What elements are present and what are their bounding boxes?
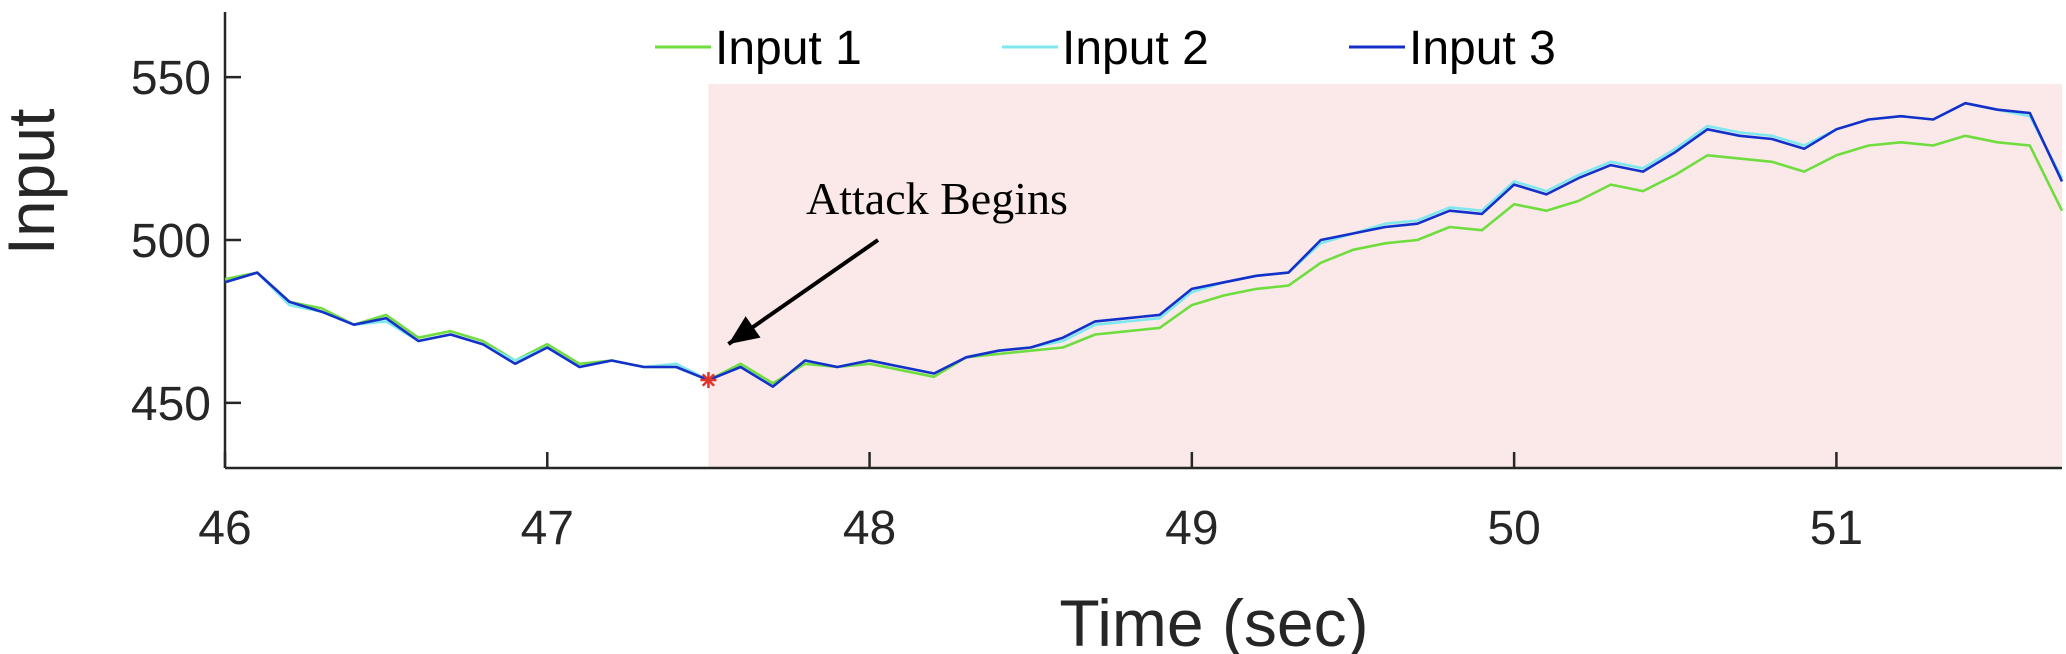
legend-label-input-3: Input 3 — [1409, 22, 1556, 75]
series-line-input-3 — [224, 101, 2064, 388]
x-tick-label: 51 — [1810, 502, 1863, 555]
tick-labels: 46 47 48 49 50 51 450 500 550 — [131, 52, 1863, 555]
y-tick-label: 450 — [131, 378, 211, 431]
x-tick-label: 48 — [843, 502, 896, 555]
y-tick-label: 550 — [131, 52, 211, 105]
series-line-input-2 — [224, 101, 2064, 388]
series-line-input-1 — [224, 134, 2064, 385]
x-tick-label: 47 — [521, 502, 574, 555]
legend-label-input-2: Input 2 — [1062, 22, 1209, 75]
axes — [223, 12, 2062, 470]
attack-region-layer — [708, 84, 2062, 468]
y-tick-label: 500 — [131, 215, 211, 268]
legend-label-input-1: Input 1 — [715, 22, 862, 75]
attack-region — [708, 84, 2062, 468]
annotation-layer: Attack Begins — [700, 173, 1068, 389]
annotation-text: Attack Begins — [806, 173, 1068, 224]
annotation-arrow-head — [728, 316, 761, 345]
marker-stroke — [701, 373, 715, 387]
x-tick-label: 49 — [1165, 502, 1218, 555]
legend: Input 1 Input 2 Input 3 — [655, 22, 1556, 75]
x-tick-label: 50 — [1487, 502, 1540, 555]
y-axis-title: Input — [0, 109, 68, 256]
series-lines — [224, 101, 2064, 388]
x-tick-label: 46 — [198, 502, 251, 555]
annotation-arrow-shaft — [727, 238, 880, 346]
attack-start-marker — [700, 372, 717, 389]
x-axis-title: Time (sec) — [1059, 586, 1368, 654]
